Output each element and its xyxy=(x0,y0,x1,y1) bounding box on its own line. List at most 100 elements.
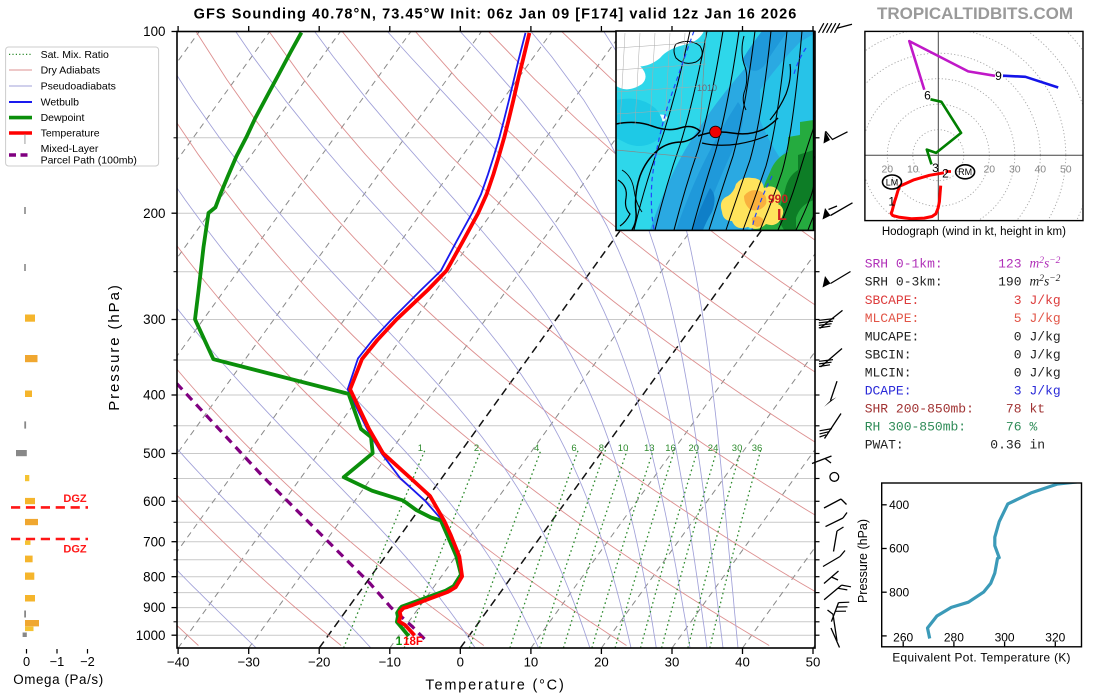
svg-text:100: 100 xyxy=(143,24,165,39)
svg-text:13: 13 xyxy=(644,443,655,454)
svg-text:320: 320 xyxy=(1045,630,1065,644)
svg-text:5: 5 xyxy=(1014,311,1022,326)
svg-text:SRH 0-3km:: SRH 0-3km: xyxy=(865,274,943,289)
svg-text:Pressure (hPa): Pressure (hPa) xyxy=(856,519,870,603)
svg-text:10: 10 xyxy=(907,164,919,176)
svg-text:76: 76 xyxy=(1006,420,1022,435)
svg-text:−2: −2 xyxy=(80,654,95,669)
svg-text:40: 40 xyxy=(735,655,750,670)
svg-text:1: 1 xyxy=(418,443,423,454)
svg-text:SBCAPE:: SBCAPE: xyxy=(865,293,920,308)
svg-text:9: 9 xyxy=(995,69,1002,83)
svg-text:600: 600 xyxy=(889,542,909,556)
svg-text:20: 20 xyxy=(689,443,700,454)
svg-text:8: 8 xyxy=(599,443,604,454)
svg-text:20: 20 xyxy=(983,164,995,176)
svg-text:Temperature (°C): Temperature (°C) xyxy=(425,678,565,694)
svg-text:J/kg: J/kg xyxy=(1030,311,1061,326)
svg-text:300: 300 xyxy=(995,630,1015,644)
svg-text:2: 2 xyxy=(474,443,479,454)
svg-text:kt: kt xyxy=(1030,402,1046,417)
svg-text:TROPICALTIDBITS.COM: TROPICALTIDBITS.COM xyxy=(877,4,1073,23)
svg-text:10: 10 xyxy=(618,443,629,454)
svg-text:MLCIN:: MLCIN: xyxy=(865,365,912,380)
svg-text:SRH 0-1km:: SRH 0-1km: xyxy=(865,256,943,271)
svg-text:36: 36 xyxy=(752,443,763,454)
svg-text:6: 6 xyxy=(571,443,576,454)
svg-text:Pseudoadiabats: Pseudoadiabats xyxy=(41,81,116,93)
svg-text:Omega (Pa/s): Omega (Pa/s) xyxy=(13,672,104,687)
svg-text:900: 900 xyxy=(143,600,165,615)
svg-text:DGZ: DGZ xyxy=(63,544,87,556)
svg-text:24: 24 xyxy=(708,443,719,454)
svg-text:J/kg: J/kg xyxy=(1030,293,1061,308)
svg-text:RM: RM xyxy=(958,167,972,177)
svg-text:1: 1 xyxy=(396,636,403,648)
svg-text:500: 500 xyxy=(143,446,165,461)
svg-text:DGZ: DGZ xyxy=(63,493,87,505)
svg-text:0: 0 xyxy=(23,654,30,669)
svg-text:30: 30 xyxy=(1009,164,1021,176)
svg-text:Dry Adiabats: Dry Adiabats xyxy=(41,65,101,77)
svg-text:800: 800 xyxy=(889,585,909,599)
svg-text:−20: −20 xyxy=(308,655,330,670)
svg-text:J/kg: J/kg xyxy=(1030,384,1061,399)
svg-text:J/kg: J/kg xyxy=(1030,347,1061,362)
svg-text:3: 3 xyxy=(932,161,939,175)
svg-text:J/kg: J/kg xyxy=(1030,365,1061,380)
svg-text:Mixed-Layer: Mixed-Layer xyxy=(41,143,99,155)
svg-text:400: 400 xyxy=(889,498,909,512)
svg-text:Wetbulb: Wetbulb xyxy=(41,97,79,109)
svg-text:1000: 1000 xyxy=(136,628,166,643)
svg-text:3: 3 xyxy=(1014,293,1022,308)
svg-text:−40: −40 xyxy=(167,655,189,670)
svg-text:RH 300-850mb:: RH 300-850mb: xyxy=(865,420,966,435)
svg-text:1010: 1010 xyxy=(697,83,717,93)
svg-text:−10: −10 xyxy=(379,655,401,670)
svg-text:700: 700 xyxy=(143,534,165,549)
svg-text:Parcel Path (100mb): Parcel Path (100mb) xyxy=(41,155,137,167)
svg-text:20: 20 xyxy=(594,655,609,670)
svg-text:16: 16 xyxy=(665,443,676,454)
svg-text:200: 200 xyxy=(143,206,165,221)
svg-text:20: 20 xyxy=(881,164,893,176)
svg-text:DCAPE:: DCAPE: xyxy=(865,384,912,399)
svg-text:3: 3 xyxy=(1014,384,1022,399)
svg-text:in: in xyxy=(1030,438,1046,453)
svg-text:Equivalent Pot. Temperature (K: Equivalent Pot. Temperature (K) xyxy=(892,651,1071,665)
svg-text:0: 0 xyxy=(1014,347,1022,362)
svg-text:50: 50 xyxy=(806,655,821,670)
svg-text:GFS Sounding 40.78°N, 73.45°W: GFS Sounding 40.78°N, 73.45°W Init: 06z … xyxy=(194,7,798,23)
svg-text:260: 260 xyxy=(893,630,913,644)
svg-text:280: 280 xyxy=(944,630,964,644)
svg-text:PWAT:: PWAT: xyxy=(865,438,904,453)
svg-text:2: 2 xyxy=(942,167,949,181)
svg-text:30: 30 xyxy=(732,443,743,454)
svg-text:4: 4 xyxy=(534,443,539,454)
svg-text:0: 0 xyxy=(457,655,464,670)
svg-text:0: 0 xyxy=(1014,365,1022,380)
svg-text:L: L xyxy=(777,207,787,224)
svg-text:0: 0 xyxy=(1014,329,1022,344)
svg-text:300: 300 xyxy=(143,312,165,327)
svg-text:123: 123 xyxy=(998,256,1021,271)
svg-text:Sat. Mix. Ratio: Sat. Mix. Ratio xyxy=(41,49,109,61)
svg-text:78: 78 xyxy=(1006,402,1022,417)
svg-text:50: 50 xyxy=(1060,164,1072,176)
svg-text:−30: −30 xyxy=(238,655,260,670)
svg-text:Dewpoint: Dewpoint xyxy=(41,112,85,124)
svg-text:0.36: 0.36 xyxy=(990,438,1021,453)
svg-text:6: 6 xyxy=(924,89,931,103)
svg-text:400: 400 xyxy=(143,388,165,403)
svg-text:Hodograph (wind in kt, height: Hodograph (wind in kt, height in km) xyxy=(882,226,1066,238)
svg-text:990: 990 xyxy=(768,192,788,206)
svg-text:Pressure (hPa): Pressure (hPa) xyxy=(106,283,123,410)
svg-text:1: 1 xyxy=(888,195,895,209)
svg-text:30: 30 xyxy=(665,655,680,670)
svg-text:600: 600 xyxy=(143,494,165,509)
svg-text:10: 10 xyxy=(524,655,539,670)
svg-text:SHR 200-850mb:: SHR 200-850mb: xyxy=(865,402,974,417)
svg-text:SBCIN:: SBCIN: xyxy=(865,347,912,362)
svg-text:−1: −1 xyxy=(50,654,65,669)
svg-text:%: % xyxy=(1030,420,1038,435)
